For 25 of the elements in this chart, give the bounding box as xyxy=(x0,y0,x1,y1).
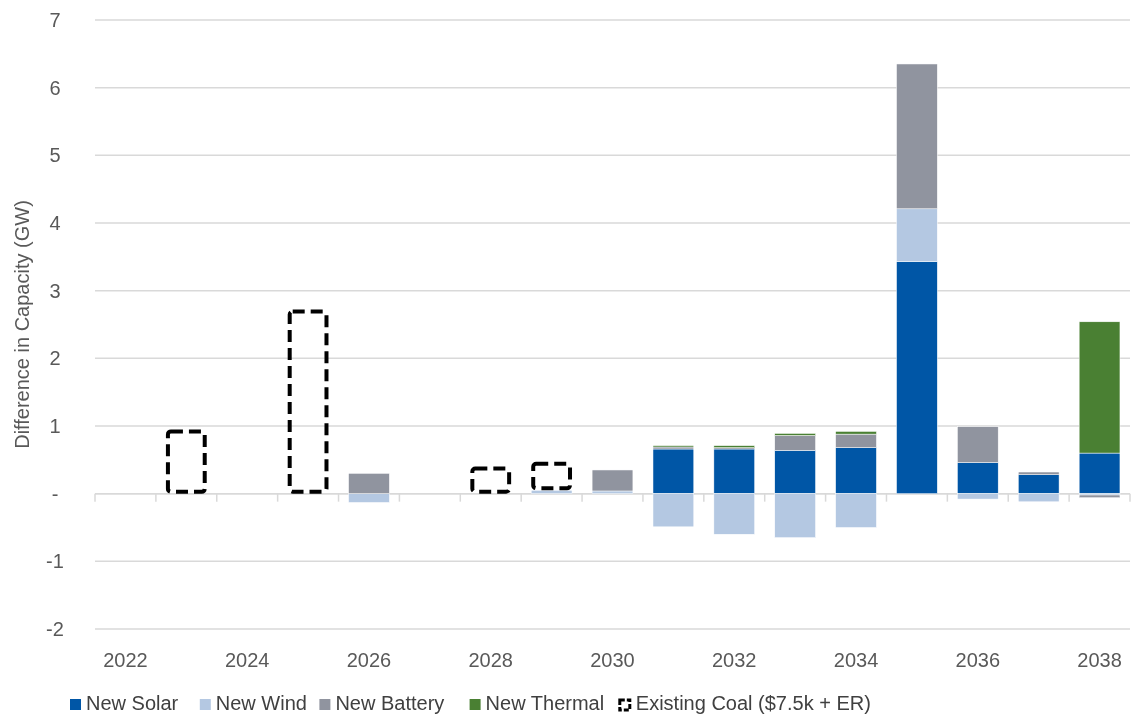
legend-label: New Thermal xyxy=(485,692,605,714)
x-tick-label: 2032 xyxy=(712,649,757,671)
x-tick-label: 2028 xyxy=(468,649,513,671)
y-tick-label: 1 xyxy=(49,415,61,437)
y-tick-label: -2 xyxy=(46,618,64,640)
x-tick-label: 2022 xyxy=(103,649,148,671)
legend-label: New Battery xyxy=(335,692,445,714)
y-tick-label: -1 xyxy=(46,550,64,573)
legend-label: New Solar xyxy=(86,692,179,714)
legend-label: New Wind xyxy=(215,692,307,714)
x-tick-label: 2036 xyxy=(955,649,1001,671)
x-tick-label: 2026 xyxy=(346,649,392,671)
y-tick-label: 4 xyxy=(49,212,61,234)
x-tick-label: 2038 xyxy=(1077,649,1122,671)
x-tick-label: 2030 xyxy=(590,649,635,671)
legend-label: Existing Coal ($7.5k + ER) xyxy=(635,692,871,714)
y-tick-label: 7 xyxy=(49,9,61,31)
y-tick-label: 3 xyxy=(49,279,61,302)
y-tick-label: 5 xyxy=(49,144,61,167)
x-tick-label: 2024 xyxy=(224,649,270,671)
y-tick-label: 2 xyxy=(49,347,61,370)
y-tick-label: - xyxy=(51,482,59,505)
x-tick-label: 2034 xyxy=(833,649,879,671)
y-axis-title: Difference in Capacity (GW) xyxy=(11,200,33,449)
y-tick-label: 6 xyxy=(49,76,61,99)
